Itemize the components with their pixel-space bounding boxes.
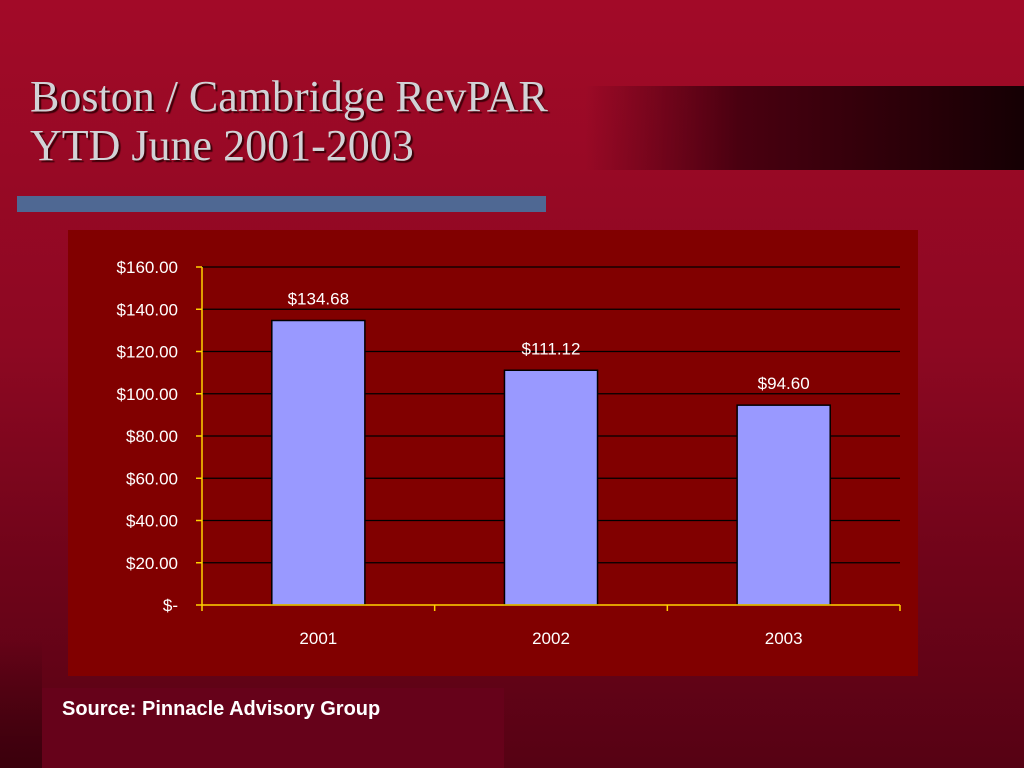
y-tick-label: $20.00	[126, 554, 178, 573]
y-tick-label: $60.00	[126, 469, 178, 488]
bar-2003	[736, 404, 831, 606]
y-tick-label: $160.00	[117, 258, 178, 277]
source-box	[42, 688, 504, 768]
chart-panel: $- $20.00 $40.00 $60.00 $80.00 $100.00 $120.00…	[68, 230, 918, 676]
data-label-2001: $134.68	[288, 289, 349, 308]
slide-title: Boston / Cambridge RevPAR YTD June 2001-…	[30, 72, 548, 170]
title-banner-strip	[585, 86, 1024, 170]
y-tick-label: $-	[163, 596, 178, 615]
y-tick-label: $140.00	[117, 300, 178, 319]
title-underline-bar	[17, 196, 546, 212]
y-tick-label: $80.00	[126, 427, 178, 446]
bar-2001	[271, 319, 366, 606]
y-tick-label: $120.00	[117, 343, 178, 362]
slide-title-line-2: YTD June 2001-2003	[30, 121, 414, 170]
revpar-bar-chart: $- $20.00 $40.00 $60.00 $80.00 $100.00 $120.00…	[117, 258, 901, 648]
corner-shade	[0, 640, 42, 768]
y-tick-label: $40.00	[126, 512, 178, 531]
data-label-2003: $94.60	[758, 374, 810, 393]
bar-2002	[503, 369, 599, 606]
source-note: Source: Pinnacle Advisory Group	[62, 698, 381, 720]
x-tick-label-2002: 2002	[532, 629, 570, 648]
data-label-2002: $111.12	[522, 339, 581, 358]
slide-title-line-1: Boston / Cambridge RevPAR	[30, 72, 548, 121]
x-tick-label-2001: 2001	[299, 629, 337, 648]
y-tick-label: $100.00	[117, 385, 178, 404]
x-tick-label-2003: 2003	[765, 629, 803, 648]
